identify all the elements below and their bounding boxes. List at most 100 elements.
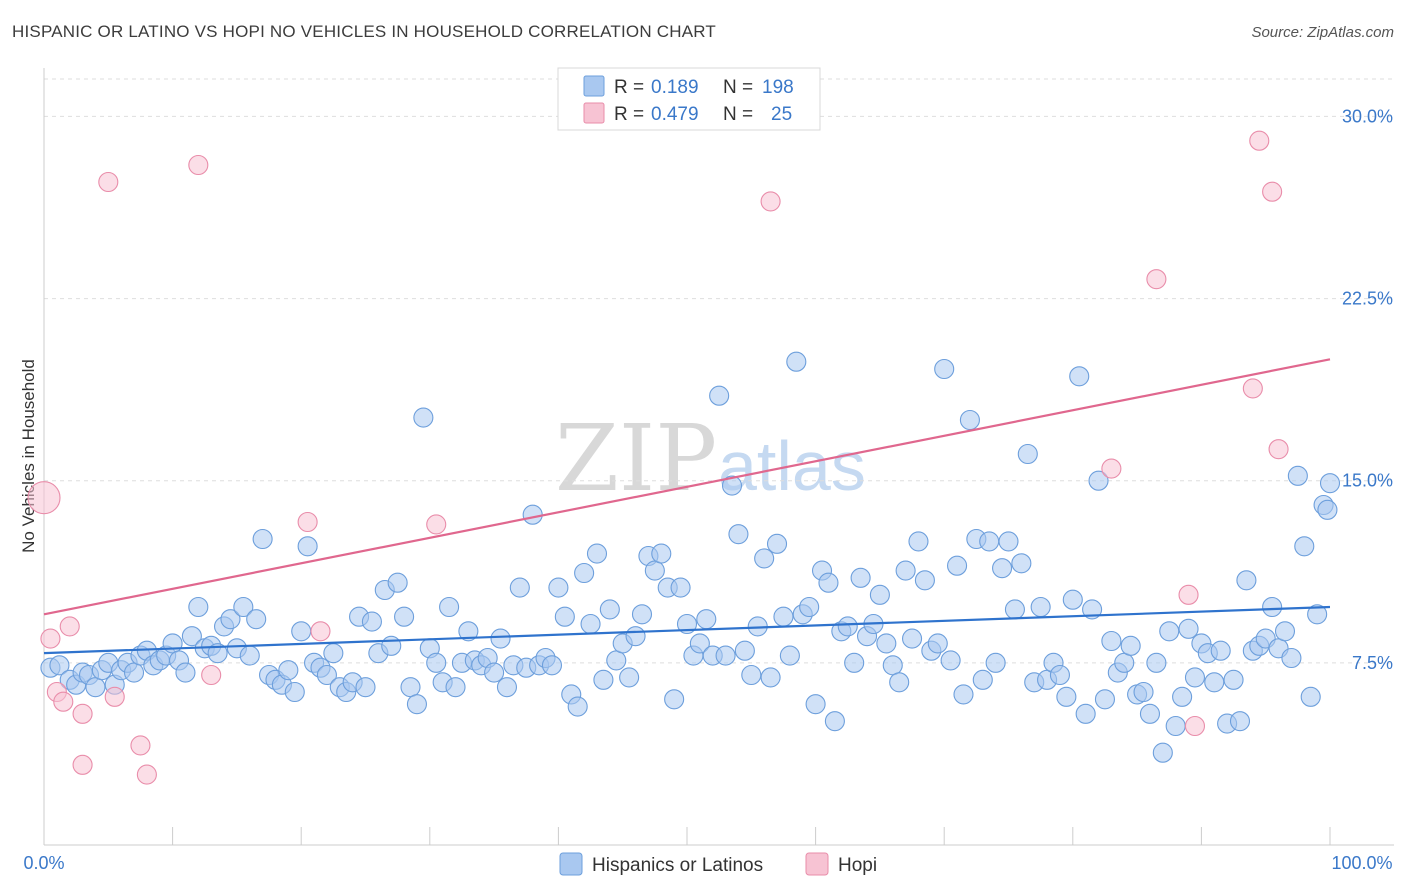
hispanic-point bbox=[1210, 640, 1231, 661]
hispanic-point bbox=[490, 628, 511, 649]
hispanic-point bbox=[1114, 652, 1135, 673]
hispanic-point bbox=[1004, 599, 1025, 620]
hispanic-point bbox=[721, 475, 743, 496]
watermark: ZIP atlas bbox=[555, 405, 866, 512]
hispanic-point bbox=[252, 528, 273, 550]
hispanic-point bbox=[522, 504, 543, 525]
hispanic-point bbox=[554, 606, 575, 627]
hispanic-point bbox=[882, 655, 903, 676]
hispanic-point bbox=[998, 531, 1019, 552]
hispanic-point bbox=[1139, 703, 1161, 724]
hispanic-point bbox=[644, 560, 665, 581]
hispanic-point bbox=[1294, 536, 1315, 557]
hispanic-point bbox=[123, 662, 145, 683]
hispanic-point bbox=[876, 633, 897, 654]
hispanic-point bbox=[850, 567, 871, 588]
hispanic-point bbox=[1017, 443, 1038, 465]
hispanic-point bbox=[940, 650, 961, 671]
hopi-point bbox=[1262, 181, 1283, 202]
series-legend: Hispanics or Latinos Hopi bbox=[559, 852, 877, 876]
hispanic-point bbox=[233, 596, 254, 618]
hispanic-point bbox=[947, 555, 968, 576]
hopi-point bbox=[1268, 439, 1289, 460]
hispanic-point bbox=[1082, 599, 1103, 620]
watermark-zip: ZIP bbox=[555, 405, 717, 512]
hispanic-point bbox=[1069, 366, 1090, 387]
hispanic-point bbox=[715, 645, 736, 666]
hispanic-point bbox=[580, 613, 601, 635]
hispanic-point bbox=[484, 662, 505, 683]
hispanic-point bbox=[458, 621, 479, 642]
hispanic-point bbox=[445, 677, 466, 698]
hispanic-point bbox=[754, 548, 775, 569]
hopi-point bbox=[1249, 130, 1270, 151]
hispanic-point bbox=[631, 604, 653, 625]
hispanic-point bbox=[246, 609, 267, 630]
x-tick-label-min: 0.0% bbox=[23, 853, 64, 873]
legend-label-hopi: Hopi bbox=[838, 855, 877, 876]
y-tick-label: 7.5% bbox=[1352, 653, 1393, 673]
axes bbox=[43, 68, 1394, 846]
hispanic-point bbox=[175, 662, 196, 683]
hispanic-point bbox=[1300, 686, 1321, 707]
hispanic-point bbox=[439, 596, 460, 618]
hispanic-point bbox=[1204, 672, 1225, 693]
hispanic-point bbox=[934, 358, 955, 380]
stats-n-value-hopi: 25 bbox=[771, 104, 792, 125]
hispanic-point bbox=[496, 677, 518, 698]
hispanic-point bbox=[1120, 635, 1141, 656]
hispanic-point bbox=[972, 669, 993, 690]
hispanic-point bbox=[239, 645, 260, 666]
hispanic-point bbox=[824, 711, 845, 732]
hispanic-point bbox=[670, 577, 691, 598]
hispanic-point bbox=[908, 531, 929, 552]
hispanic-point bbox=[1262, 596, 1283, 618]
legend-swatch-hispanic bbox=[559, 852, 583, 876]
hispanic-point bbox=[779, 645, 800, 666]
hispanic-point bbox=[786, 351, 807, 372]
y-tick-label: 15.0% bbox=[1342, 471, 1393, 491]
hispanic-point bbox=[1011, 553, 1032, 574]
stats-swatch-hopi bbox=[583, 102, 605, 124]
stats-r-label-hopi: R = bbox=[614, 104, 644, 125]
hispanic-point bbox=[889, 672, 910, 693]
hispanic-point bbox=[953, 684, 974, 705]
hopi-point bbox=[72, 754, 93, 775]
hispanic-point bbox=[689, 633, 710, 654]
hispanic-point bbox=[1165, 715, 1186, 737]
hispanic-point bbox=[1319, 473, 1341, 494]
hopi-point bbox=[1184, 715, 1206, 737]
stats-r-value-hispanic: 0.189 bbox=[651, 77, 699, 98]
stats-swatch-hispanic bbox=[583, 75, 605, 97]
hispanic-point bbox=[85, 677, 106, 698]
hispanic-point bbox=[805, 694, 826, 715]
data-points bbox=[27, 130, 1341, 785]
hispanic-point bbox=[625, 626, 646, 647]
hispanic-point bbox=[837, 616, 858, 637]
hispanic-point bbox=[1133, 681, 1154, 703]
hispanic-point bbox=[1274, 621, 1296, 642]
hispanic-point bbox=[1184, 667, 1206, 688]
hispanic-point bbox=[1030, 596, 1051, 618]
hispanic-point bbox=[316, 664, 337, 686]
hispanic-point bbox=[509, 577, 530, 598]
hispanic-point bbox=[207, 643, 228, 664]
hispanic-point bbox=[1094, 689, 1115, 710]
hispanic-point bbox=[760, 667, 781, 688]
hispanic-point bbox=[1287, 465, 1308, 486]
hispanic-point bbox=[619, 667, 640, 688]
hispanic-point bbox=[567, 696, 588, 717]
stats-legend: R = 0.189 N = 198 R = 0.479 N = 25 bbox=[557, 67, 821, 131]
hispanic-point bbox=[734, 640, 755, 661]
hispanic-point bbox=[676, 613, 698, 635]
hopi-point bbox=[426, 514, 447, 535]
hispanic-point bbox=[606, 650, 627, 671]
hopi-point bbox=[1146, 269, 1167, 290]
hispanic-point bbox=[1229, 711, 1251, 732]
hispanic-point bbox=[728, 524, 749, 545]
hispanic-point bbox=[400, 677, 421, 698]
hopi-point bbox=[59, 616, 80, 637]
hispanic-point bbox=[162, 633, 183, 654]
hispanic-point bbox=[959, 409, 980, 431]
hispanic-point bbox=[413, 407, 434, 428]
